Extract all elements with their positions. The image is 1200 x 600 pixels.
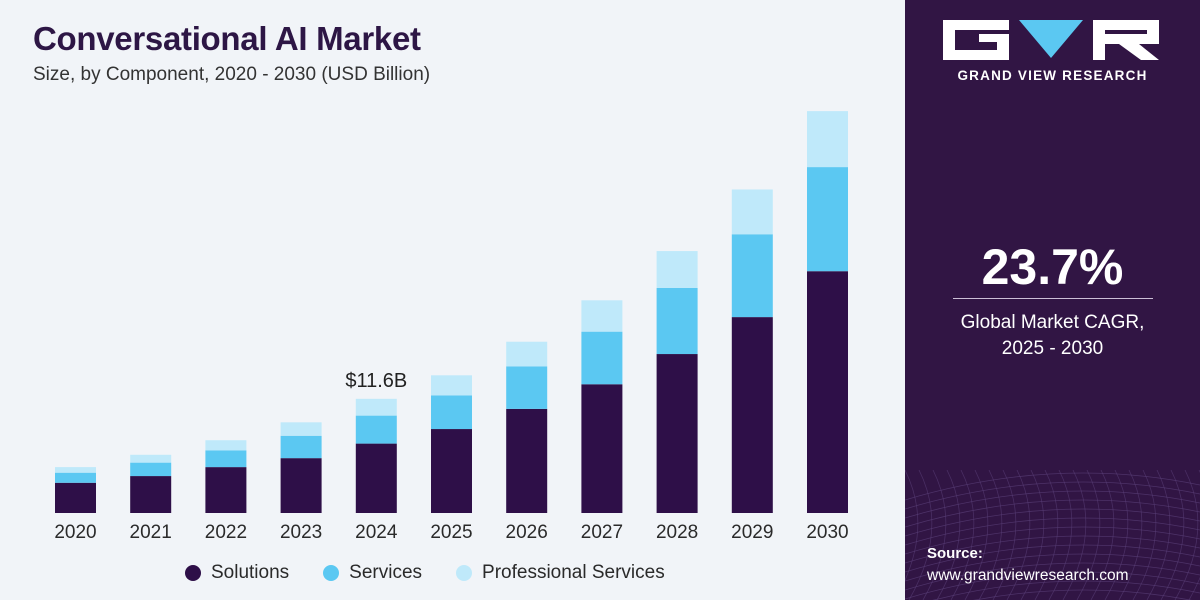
cagr-label: Global Market CAGR, 2025 - 2030 (905, 310, 1200, 362)
cagr-label-line-2: 2025 - 2030 (1001, 338, 1104, 359)
x-tick-label-2024: 2024 (355, 522, 398, 543)
bar-solutions-2029 (731, 317, 773, 513)
bar-professional-services-2023 (280, 422, 322, 436)
x-tick-label-2023: 2023 (280, 522, 322, 543)
bar-professional-services-2026 (506, 341, 548, 367)
bar-professional-services-2024 (355, 398, 397, 416)
x-tick-label-2022: 2022 (205, 522, 247, 543)
x-tick-label-2026: 2026 (506, 522, 548, 543)
legend: Solutions Services Professional Services (185, 562, 665, 584)
bar-services-2030 (807, 167, 848, 272)
bar-professional-services-2027 (581, 300, 623, 332)
source-url: www.grandviewresearch.com (927, 567, 1129, 584)
grand-view-research-logo-icon (943, 20, 1159, 60)
x-tick-label-2025: 2025 (430, 522, 472, 543)
bar-services-2022 (205, 450, 247, 468)
bar-services-2023 (280, 435, 322, 459)
cagr-divider (953, 298, 1153, 299)
x-tick-label-2029: 2029 (731, 522, 773, 543)
x-tick-label-2020: 2020 (54, 522, 96, 543)
bar-solutions-2022 (205, 467, 247, 513)
legend-swatch-solutions (185, 565, 201, 581)
brand-name: GRAND VIEW RESEARCH (957, 68, 1148, 83)
bar-professional-services-2025 (431, 375, 472, 396)
bar-solutions-2021 (130, 476, 172, 513)
data-label-2024: $11.6B (345, 370, 407, 392)
source-label: Source: (927, 545, 983, 562)
legend-item-solutions: Solutions (185, 562, 289, 584)
bar-professional-services-2030 (807, 111, 848, 168)
bar-solutions-2020 (55, 482, 96, 513)
decorative-mesh-icon (905, 470, 1200, 600)
info-sidebar: GRAND VIEW RESEARCH 23.7% Global Market … (905, 0, 1200, 600)
bar-services-2021 (130, 462, 172, 477)
legend-label-services: Services (349, 562, 423, 583)
cagr-value: 23.7% (981, 239, 1124, 295)
x-tick-label-2028: 2028 (656, 522, 698, 543)
stacked-bar-chart: 2020 2021 2022 2023 2024 $11.6B 2025 2026 2027 20… (54, 111, 849, 543)
bar-services-2026 (506, 366, 548, 409)
bar-services-2027 (581, 331, 623, 385)
legend-label-professional-services: Professional Services (482, 562, 665, 583)
bar-solutions-2028 (656, 354, 698, 513)
legend-swatch-professional-services (456, 565, 473, 581)
legend-swatch-services (323, 565, 340, 581)
chart-title: Conversational AI Market (33, 20, 421, 57)
bar-professional-services-2022 (205, 440, 247, 451)
bar-solutions-2025 (431, 429, 472, 513)
x-tick-label-2030: 2030 (806, 522, 848, 543)
bar-services-2025 (431, 395, 472, 430)
legend-label-solutions: Solutions (211, 562, 290, 583)
legend-item-services: Services (323, 562, 422, 584)
chart-subtitle: Size, by Component, 2020 - 2030 (USD Bil… (33, 64, 431, 85)
x-tick-label-2021: 2021 (130, 522, 172, 543)
chart-area: Conversational AI Market Size, by Compon… (33, 20, 849, 584)
bar-services-2020 (55, 472, 96, 483)
bar-professional-services-2021 (130, 454, 172, 463)
bar-solutions-2030 (807, 271, 848, 513)
bar-professional-services-2020 (55, 467, 96, 473)
bar-solutions-2023 (280, 458, 322, 513)
bar-services-2024 (355, 415, 397, 444)
bar-services-2028 (656, 287, 698, 355)
legend-item-professional-services: Professional Services (456, 562, 665, 584)
x-tick-label-2027: 2027 (581, 522, 623, 543)
bar-solutions-2026 (506, 408, 548, 513)
cagr-label-line-1: Global Market CAGR, (960, 312, 1145, 333)
bar-solutions-2024 (355, 443, 397, 513)
bar-solutions-2027 (581, 384, 623, 513)
bar-services-2029 (731, 234, 773, 318)
bar-professional-services-2028 (656, 251, 698, 288)
bar-professional-services-2029 (731, 189, 773, 235)
